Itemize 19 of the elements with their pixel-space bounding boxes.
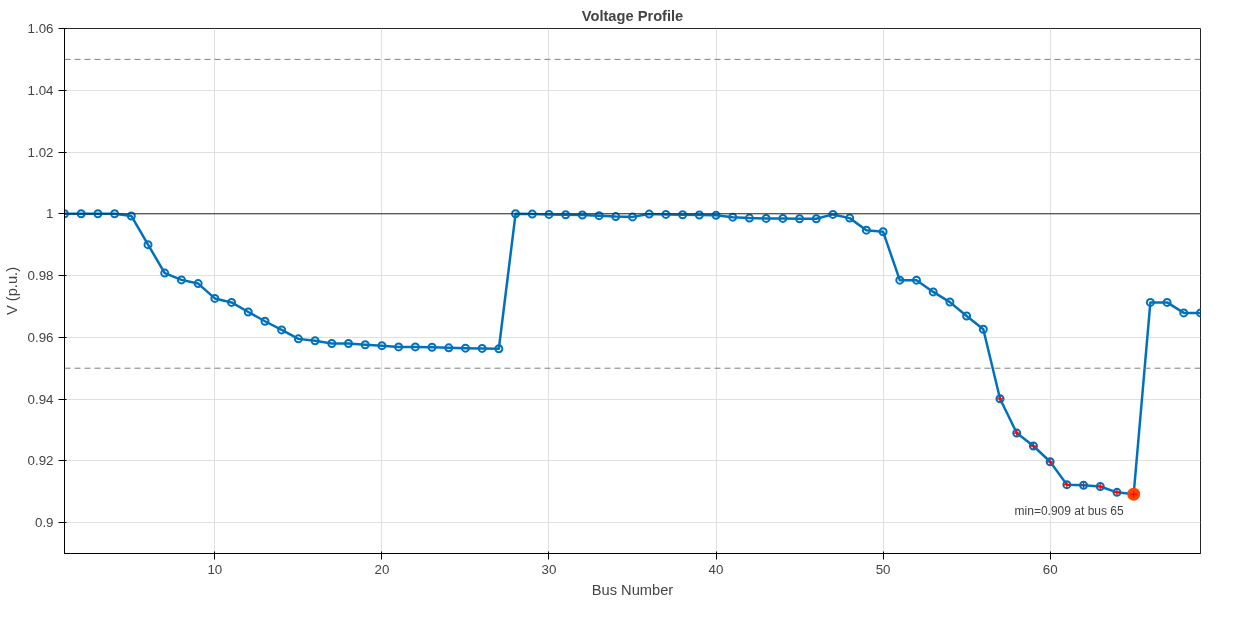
chart-title: Voltage Profile: [581, 7, 684, 24]
y-tick-label: 1.04: [27, 82, 55, 98]
y-tick-label: 1.02: [27, 144, 54, 160]
x-tick-label: 50: [875, 561, 891, 577]
x-tick-label: 60: [1042, 561, 1058, 577]
x-tick-label: 40: [708, 561, 724, 577]
x-tick-label: 10: [207, 561, 223, 577]
y-tick-label: 1: [46, 206, 54, 222]
y-tick-label: 0.94: [27, 391, 55, 407]
x-axis-title: Bus Number: [591, 581, 674, 598]
y-tick-label: 0.9: [34, 515, 54, 531]
y-tick-label: 0.98: [27, 268, 54, 284]
y-tick-label: 0.96: [27, 329, 54, 345]
y-axis-title: V (p.u.): [3, 266, 20, 316]
x-tick-label: 20: [374, 561, 390, 577]
y-tick-label: 0.92: [27, 453, 54, 469]
y-tick-label: 1.06: [27, 21, 54, 36]
x-tick-label: 30: [541, 561, 557, 577]
annotation: min=0.909 at bus 65: [1014, 504, 1124, 519]
